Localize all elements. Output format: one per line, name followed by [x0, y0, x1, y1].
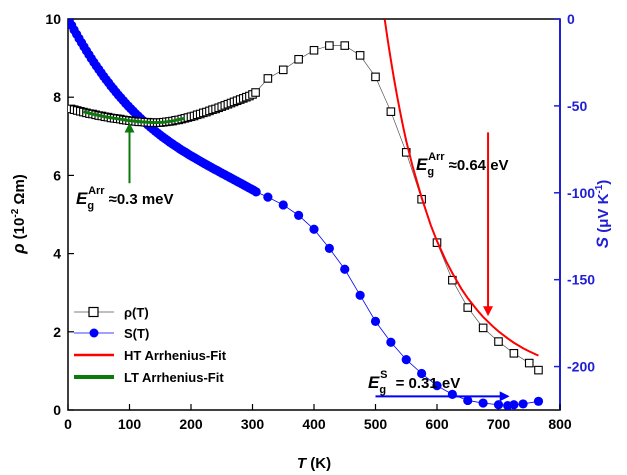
s-point: [386, 337, 396, 347]
rho-point: [534, 365, 543, 375]
s-point: [251, 187, 261, 197]
legend-label-lt-fit: LT Arrhenius-Fit: [124, 370, 224, 385]
legend-entry-s: S(T): [74, 326, 149, 341]
x-tick-label: 800: [548, 416, 572, 432]
right-axis-ticks: 0 -50 -100 -150 -200: [554, 11, 595, 375]
legend-marker-s: [89, 328, 99, 338]
s-point: [309, 224, 319, 234]
s-point: [478, 398, 488, 408]
s-point: [263, 192, 273, 202]
x-tick-label: 100: [118, 416, 142, 432]
rho-point: [294, 54, 303, 64]
s-point: [340, 264, 350, 274]
s-point: [509, 400, 519, 410]
s-point: [294, 210, 304, 220]
legend-marker-rho: [88, 306, 99, 318]
legend-label-s: S(T): [124, 326, 149, 341]
x-tick-label: 600: [425, 416, 449, 432]
ht-arrhenius-fit-line: [383, 19, 539, 357]
s-point: [518, 399, 528, 409]
legend-label-rho: ρ(T): [124, 305, 149, 320]
left-tick-label: 2: [53, 324, 61, 340]
x-axis-title: T (K): [297, 455, 331, 472]
x-tick-label: 700: [487, 416, 511, 432]
left-axis-ticks: 0 2 4 6 8 10: [45, 11, 74, 418]
right-tick-label: -150: [567, 272, 595, 288]
rho-point: [386, 107, 396, 116]
x-tick-label: 400: [302, 416, 326, 432]
rho-point: [509, 349, 519, 358]
s-point: [278, 200, 288, 210]
annotations: EgArr ≈0.64 eV EgArr ≈0.3 meV EgS = 0.31 eV: [76, 122, 510, 402]
s-point: [417, 368, 427, 379]
s-point: [533, 396, 544, 406]
rho-point: [371, 72, 380, 82]
right-tick-label: 0: [567, 11, 575, 27]
x-axis-ticks: 0 100 200 300 400 500 600 700 800: [64, 404, 572, 432]
left-tick-label: 0: [53, 402, 61, 418]
s-point: [401, 355, 411, 365]
s-point: [355, 290, 365, 300]
annotation-label-s: EgS = 0.31 eV: [368, 369, 460, 396]
s-point: [493, 400, 504, 410]
legend: ρ(T) S(T) HT Arrhenius-Fit LT Arrhenius-…: [74, 305, 227, 385]
left-tick-label: 4: [53, 246, 61, 262]
rho-point: [251, 88, 260, 97]
s-point: [463, 395, 473, 406]
rho-point: [463, 303, 473, 312]
x-tick-label: 200: [179, 416, 203, 432]
rho-point: [524, 358, 534, 368]
left-tick-label: 6: [53, 167, 61, 183]
x-tick-label: 0: [64, 416, 72, 432]
legend-entry-rho: ρ(T): [74, 305, 149, 320]
rho-point: [325, 41, 334, 50]
left-tick-label: 10: [45, 11, 61, 27]
annotation-label-lt: EgArr ≈0.3 meV: [76, 185, 174, 212]
rho-point: [355, 51, 365, 60]
rho-point: [263, 74, 273, 83]
rho-point: [309, 45, 319, 55]
right-tick-label: -100: [567, 185, 595, 201]
left-tick-label: 8: [53, 89, 61, 105]
legend-entry-ht-fit: HT Arrhenius-Fit: [74, 348, 227, 363]
x-tick-label: 500: [364, 416, 388, 432]
right-tick-label: -50: [567, 98, 587, 114]
right-tick-label: -200: [567, 359, 595, 375]
rho-point: [478, 323, 488, 333]
rho-point: [494, 337, 503, 346]
s-point: [370, 316, 381, 326]
annotation-label-ht: EgArr ≈0.64 eV: [416, 151, 509, 178]
s-series: [68, 19, 544, 410]
x-tick-label: 300: [241, 416, 265, 432]
rho-point: [278, 65, 288, 75]
right-axis-title: S (μV K-1): [593, 180, 612, 249]
s-point: [324, 243, 334, 253]
legend-label-ht-fit: HT Arrhenius-Fit: [124, 348, 227, 363]
s-point: [432, 381, 442, 391]
lt-arrhenius-fit-line: [83, 110, 186, 125]
rho-point: [340, 41, 350, 50]
left-axis-title: ρ (10-2 Ωm): [9, 174, 28, 255]
legend-entry-lt-fit: LT Arrhenius-Fit: [74, 370, 224, 385]
